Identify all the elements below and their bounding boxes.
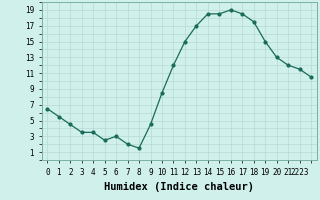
X-axis label: Humidex (Indice chaleur): Humidex (Indice chaleur) (104, 182, 254, 192)
